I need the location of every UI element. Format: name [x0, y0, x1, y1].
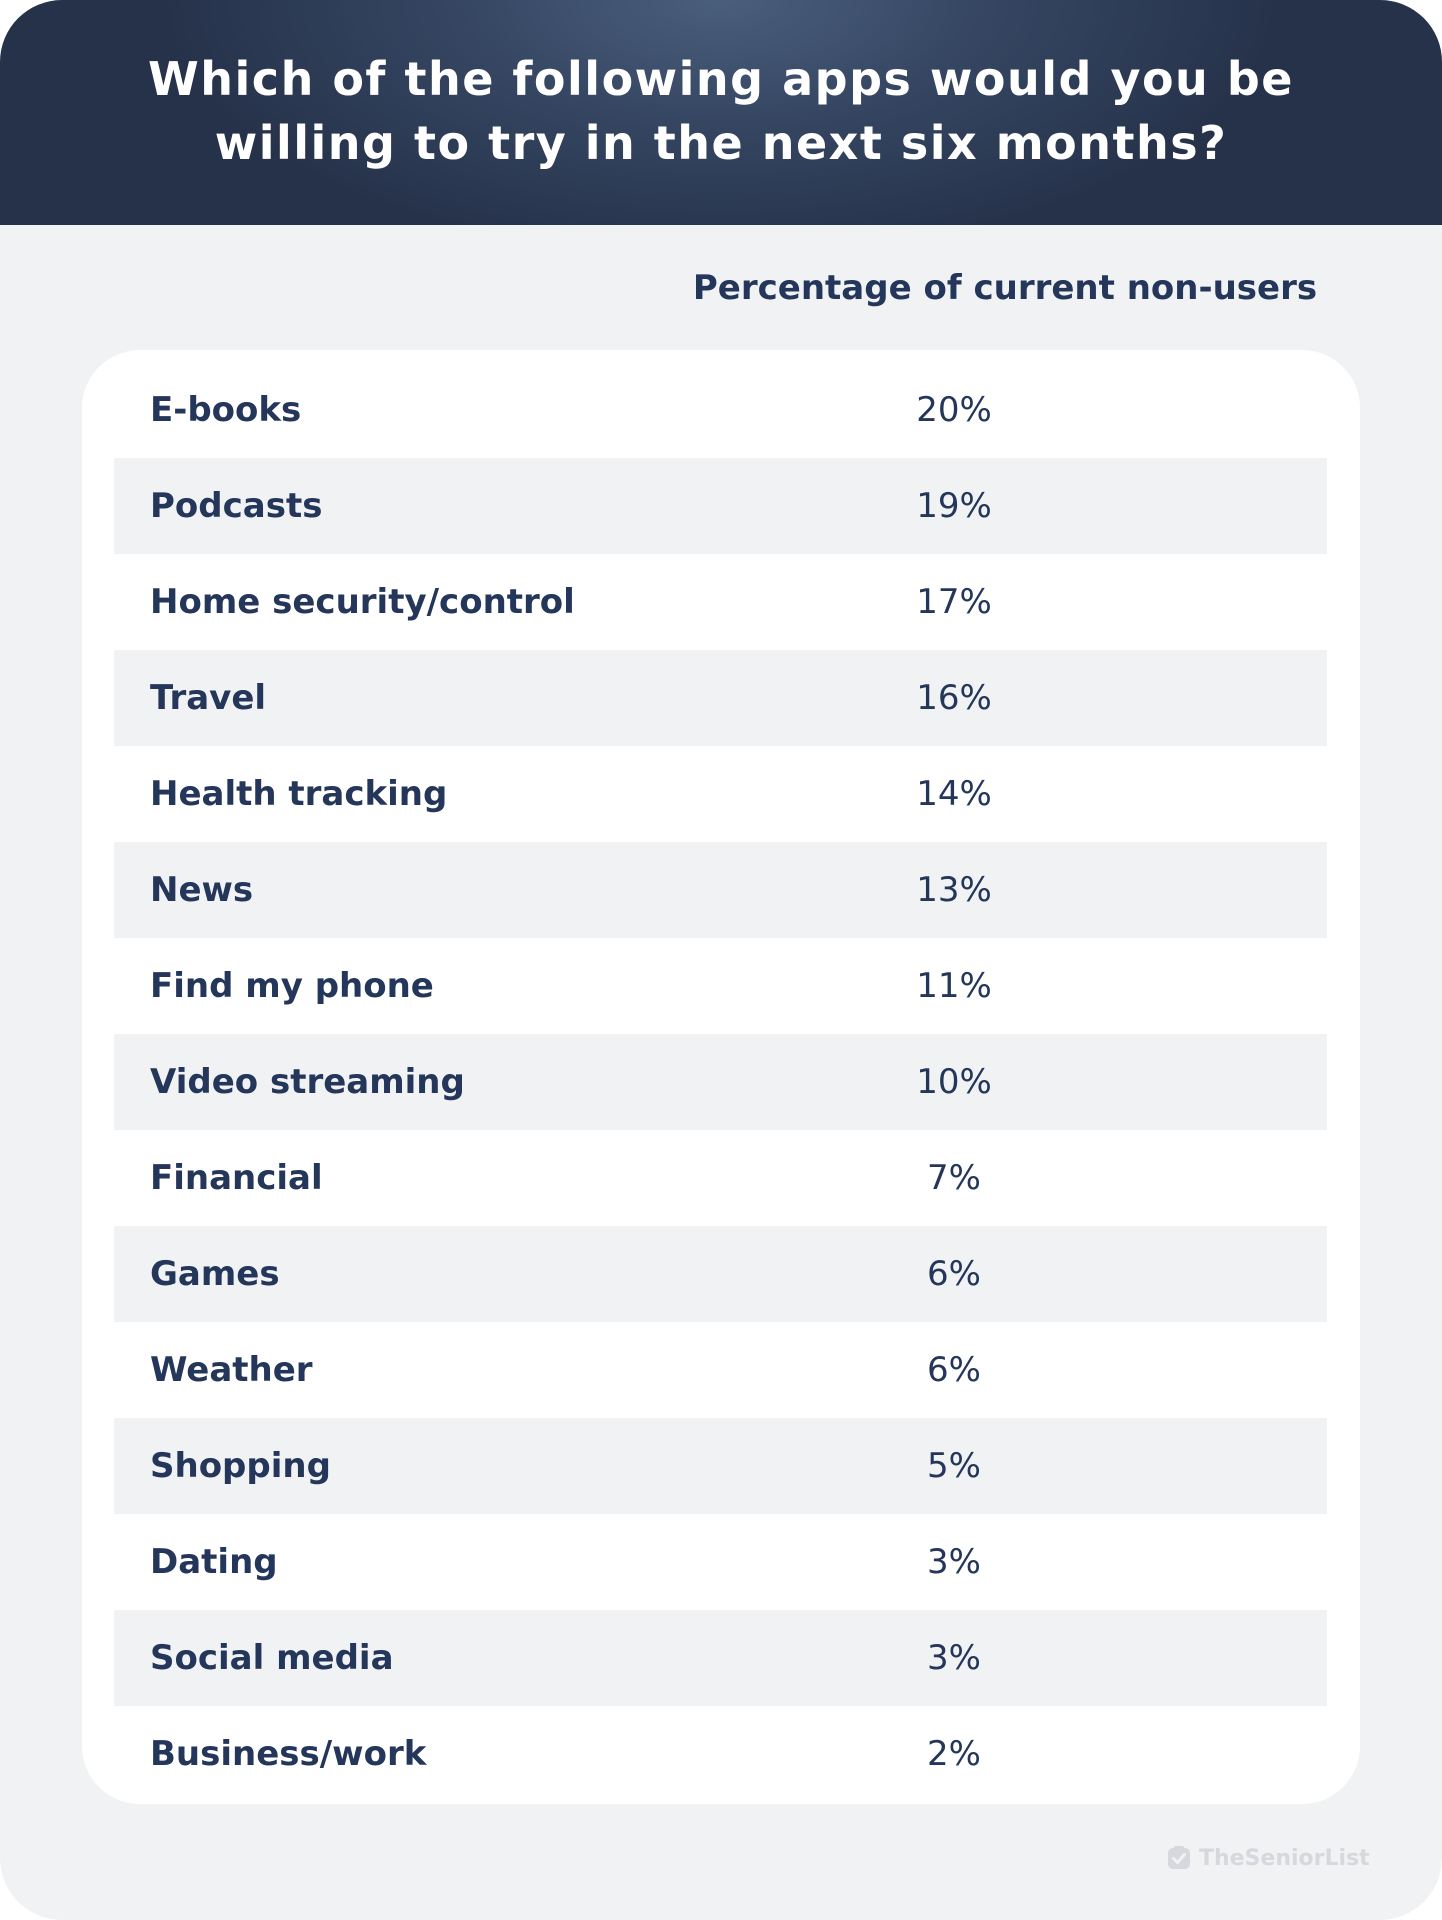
table-panel: E-books 20% Podcasts 19% Home security/contr…	[82, 350, 1360, 1804]
table-row: Financial 7%	[114, 1130, 1327, 1226]
table-row: Shopping 5%	[114, 1418, 1327, 1514]
table-row: Business/work 2%	[114, 1706, 1327, 1802]
table-body: E-books 20% Podcasts 19% Home security/contr…	[114, 362, 1327, 1802]
row-label: Shopping	[150, 1446, 331, 1486]
row-value: 14%	[916, 774, 992, 814]
brand-logo: TheSeniorList	[1165, 1844, 1370, 1872]
row-value: 6%	[927, 1350, 981, 1390]
row-value: 10%	[916, 1062, 992, 1102]
table-row: Dating 3%	[114, 1514, 1327, 1610]
row-label: Business/work	[150, 1734, 427, 1774]
table-row: Podcasts 19%	[114, 458, 1327, 554]
row-value: 16%	[916, 678, 992, 718]
row-label: Dating	[150, 1542, 278, 1582]
row-label: Health tracking	[150, 774, 448, 814]
table-row: Games 6%	[114, 1226, 1327, 1322]
row-label: Video streaming	[150, 1062, 465, 1102]
row-label: Travel	[150, 678, 267, 718]
table-row: Home security/control 17%	[114, 554, 1327, 650]
row-value: 3%	[927, 1638, 981, 1678]
row-value: 20%	[916, 390, 992, 430]
row-value: 19%	[916, 486, 992, 526]
brand-name: TheSeniorList	[1199, 1845, 1370, 1871]
row-value: 13%	[916, 870, 992, 910]
table-row: News 13%	[114, 842, 1327, 938]
row-label: Weather	[150, 1350, 313, 1390]
table-row: Social media 3%	[114, 1610, 1327, 1706]
row-value: 11%	[916, 966, 992, 1006]
table-row: Weather 6%	[114, 1322, 1327, 1418]
row-label: Find my phone	[150, 966, 434, 1006]
row-label: Financial	[150, 1158, 323, 1198]
row-label: News	[150, 870, 254, 910]
chart-title: Which of the following apps would you be…	[148, 51, 1294, 170]
row-value: 2%	[927, 1734, 981, 1774]
table-row: Video streaming 10%	[114, 1034, 1327, 1130]
row-value: 7%	[927, 1158, 981, 1198]
row-label: Podcasts	[150, 486, 323, 526]
row-label: Games	[150, 1254, 280, 1294]
row-label: Home security/control	[150, 582, 575, 622]
checklist-shield-icon	[1168, 1846, 1190, 1869]
row-value: 3%	[927, 1542, 981, 1582]
table-row: E-books 20%	[114, 362, 1327, 458]
column-header: Percentage of current non-users	[692, 268, 1318, 308]
table-row: Find my phone 11%	[114, 938, 1327, 1034]
row-label: Social media	[150, 1638, 394, 1678]
table-row: Health tracking 14%	[114, 746, 1327, 842]
row-value: 6%	[927, 1254, 981, 1294]
row-label: E-books	[150, 390, 302, 430]
title-banner: Which of the following apps would you be…	[0, 0, 1442, 225]
table-row: Travel 16%	[114, 650, 1327, 746]
row-value: 5%	[927, 1446, 981, 1486]
row-value: 17%	[916, 582, 992, 622]
